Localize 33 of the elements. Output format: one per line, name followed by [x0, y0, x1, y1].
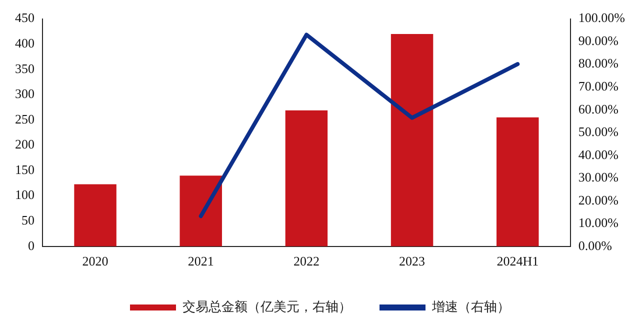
y2-tick-label: 40.00%	[578, 146, 619, 162]
y2-tick-label: 60.00%	[578, 101, 619, 116]
legend-label: 交易总金额（亿美元，右轴）	[182, 298, 352, 315]
bar	[180, 176, 222, 246]
legend-label: 增速（右轴）	[431, 300, 510, 315]
y2-tick-label: 0.00%	[578, 238, 612, 253]
y2-tick-label: 70.00%	[578, 78, 619, 94]
x-tick-label: 2020	[82, 254, 108, 269]
x-tick-label: 2024H1	[496, 254, 539, 269]
y2-tick-label: 20.00%	[578, 192, 619, 208]
bar	[390, 34, 434, 246]
y-tick-label: 350	[15, 60, 34, 76]
y-tick-label: 50	[22, 212, 34, 228]
y-tick-label: 300	[15, 86, 34, 102]
y-tick-label: 100	[15, 187, 34, 202]
bar	[285, 110, 328, 246]
y2-tick-label: 50.00%	[578, 124, 619, 140]
y2-tick-label: 10.00%	[578, 215, 619, 230]
x-tick-label: 2021	[188, 254, 214, 269]
y-tick-label: 200	[15, 136, 34, 152]
y2-tick-label: 80.00%	[578, 56, 619, 71]
bar	[74, 184, 116, 246]
x-tick-label: 2023	[399, 254, 426, 269]
y-tick-label: 450	[15, 10, 34, 26]
y2-tick-label: 90.00%	[578, 32, 619, 48]
y2-tick-label: 100.00%	[578, 10, 626, 26]
bar	[496, 117, 539, 246]
y-tick-label: 250	[15, 111, 34, 126]
y-tick-label: 150	[15, 162, 34, 177]
x-tick-label: 2022	[293, 254, 320, 269]
y2-tick-label: 30.00%	[578, 170, 619, 185]
y-tick-label: 400	[15, 36, 34, 51]
y-tick-label: 0	[28, 238, 34, 253]
